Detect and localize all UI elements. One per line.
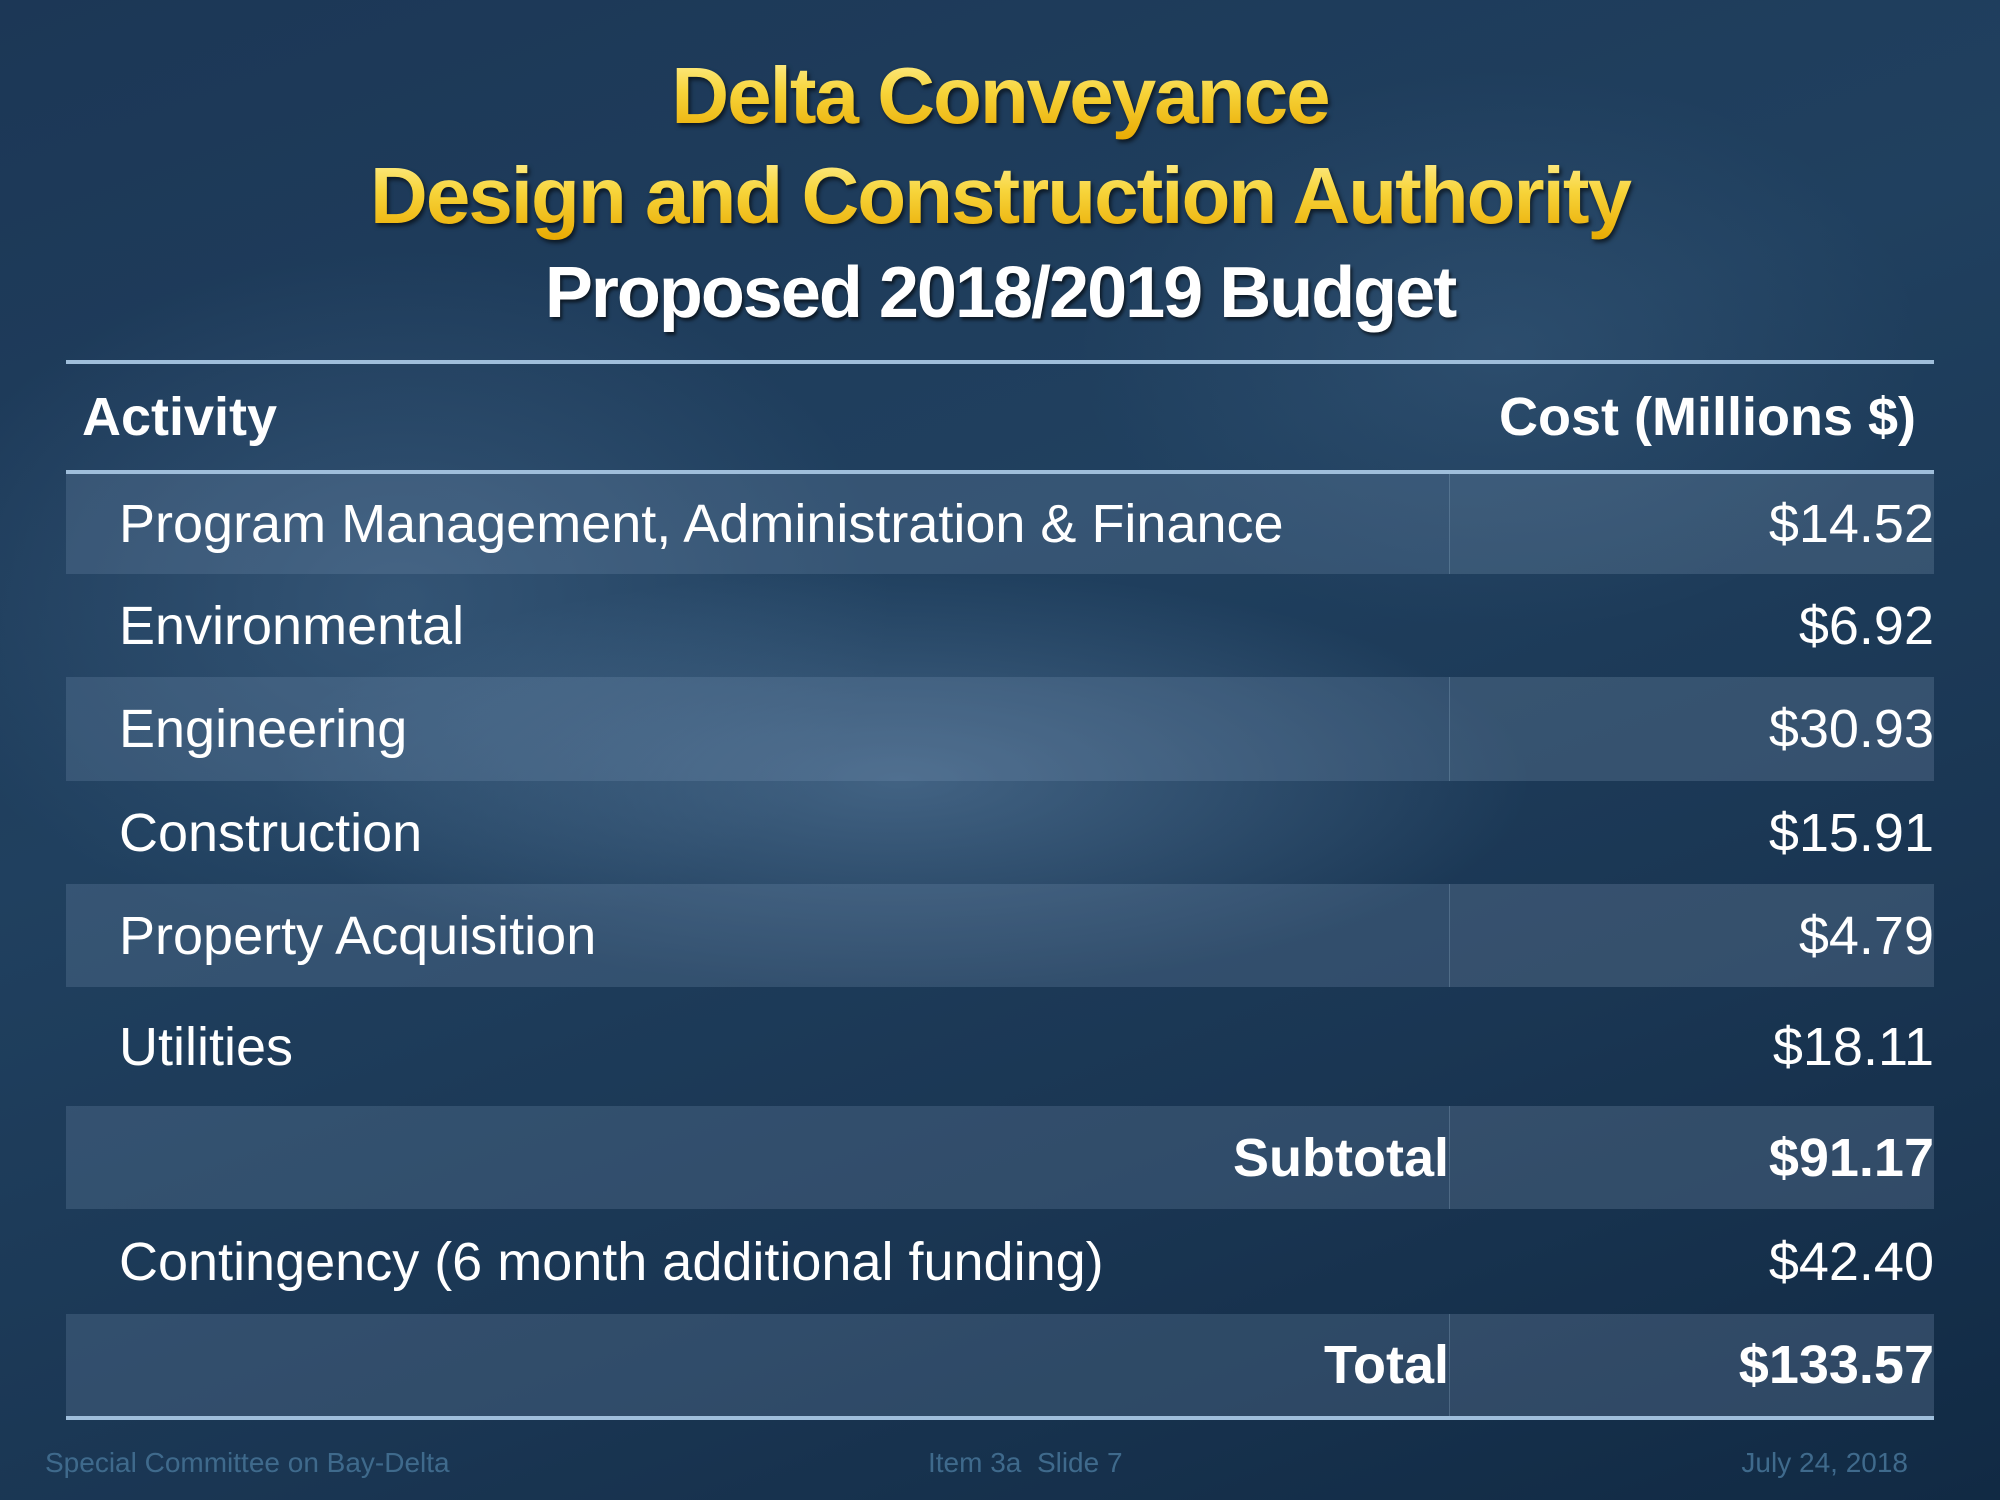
footer-date: July 24, 2018 xyxy=(1741,1447,1908,1478)
table-row: Environmental $6.92 xyxy=(66,574,1934,677)
activity-cell: Program Management, Administration & Fin… xyxy=(119,494,1284,554)
total-cost: $133.57 xyxy=(1449,1314,1934,1416)
activity-cell: Contingency (6 month additional funding) xyxy=(119,1231,1104,1292)
title-line-1: Delta Conveyance xyxy=(0,50,2000,142)
cost-cell: $18.11 xyxy=(1772,1016,1934,1077)
table-row: Engineering $30.93 xyxy=(66,677,1934,781)
total-row: Total $133.57 xyxy=(66,1314,1934,1416)
activity-cell: Utilities xyxy=(119,1016,294,1077)
subtotal-cost: $91.17 xyxy=(1449,1106,1934,1209)
header-row: Activity Cost (Millions $) xyxy=(66,364,1934,470)
bottom-rule xyxy=(66,1416,1934,1420)
budget-table: Activity Cost (Millions $) Program Manag… xyxy=(66,360,1934,1420)
subtotal-row: Subtotal $91.17 xyxy=(66,1106,1934,1209)
subtitle: Proposed 2018/2019 Budget xyxy=(544,253,1457,333)
table-row: Utilities $18.11 xyxy=(66,987,1934,1106)
contingency-row: Contingency (6 month additional funding)… xyxy=(66,1209,1934,1314)
total-label: Total xyxy=(1324,1335,1449,1395)
title-line-2: Design and Construction Authority xyxy=(0,150,2000,242)
activity-cell: Construction xyxy=(119,802,423,863)
table-row: Construction $15.91 xyxy=(66,781,1934,884)
subtotal-label: Subtotal xyxy=(1233,1127,1449,1188)
header-cost: Cost (Millions $) xyxy=(1499,387,1916,447)
activity-cell: Environmental xyxy=(119,595,465,656)
header-rule xyxy=(66,470,1934,474)
top-rule xyxy=(66,360,1934,364)
cost-cell: $6.92 xyxy=(1798,595,1934,656)
footer-slide-number: Item 3a Slide 7 xyxy=(928,1447,1123,1478)
cost-cell: $30.93 xyxy=(1449,677,1934,781)
header-activity: Activity xyxy=(82,387,278,447)
table-row: Property Acquisition $4.79 xyxy=(66,884,1934,987)
cost-cell: $42.40 xyxy=(1768,1231,1934,1292)
cost-cell: $14.52 xyxy=(1449,474,1934,574)
activity-cell: Property Acquisition xyxy=(119,905,597,966)
footer-committee: Special Committee on Bay-Delta xyxy=(45,1447,450,1478)
activity-cell: Engineering xyxy=(119,699,408,759)
cost-cell: $15.91 xyxy=(1768,802,1934,863)
cost-cell: $4.79 xyxy=(1449,884,1934,987)
table-row: Program Management, Administration & Fin… xyxy=(66,474,1934,574)
